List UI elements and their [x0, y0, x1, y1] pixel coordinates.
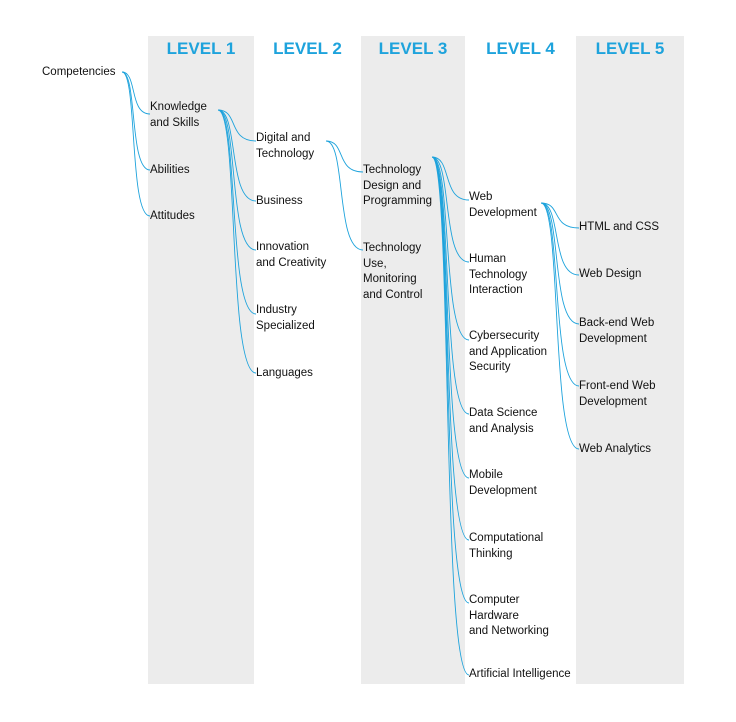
node-l5-html-and-css: HTML and CSS	[579, 221, 660, 233]
connector-design-to-level4-6	[431, 156, 470, 541]
connector-root-to-level1-3	[121, 71, 151, 217]
node-l4-computational-thinking: Computational Thinking	[469, 532, 544, 560]
connector-root-to-level1-1	[121, 71, 151, 115]
node-l5-web-analytics: Web Analytics	[579, 443, 652, 455]
connector-design-to-level4-4	[431, 156, 470, 415]
connector-webdev-to-level5-2	[540, 202, 580, 276]
level-3-band	[361, 36, 465, 684]
node-l4-data-science-and-analysis: Data Science and Analysis	[469, 407, 538, 435]
node-root: Competencies	[42, 66, 116, 78]
node-l4-mobile-development: Mobile Development	[469, 469, 537, 497]
connector-webdev-to-level5-3	[540, 202, 580, 325]
connector-design-to-level4-5	[431, 156, 470, 479]
connector-knowledge-to-level2-4	[217, 109, 257, 315]
node-l3-technology-design-and-programming: Technology Design and Programming	[363, 164, 433, 207]
node-l5-front-end-web-development: Front-end Web Development	[579, 380, 656, 408]
node-l2-digital-and-technology: Digital and Technology	[256, 132, 315, 160]
level-1-band	[148, 36, 254, 684]
node-l4-human-technology-interaction: Human Technology Interaction	[469, 253, 528, 296]
node-l2-innovation-and-creativity: Innovation and Creativity	[256, 241, 327, 269]
node-l4-artificial-intelligence: Artificial Intelligence	[469, 668, 571, 680]
connector-design-to-level4-8	[431, 156, 470, 676]
connector-webdev-to-level5-5	[540, 202, 580, 450]
node-l4-cybersecurity-and-application-security: Cybersecurity and Application Security	[469, 330, 548, 373]
connector-knowledge-to-level2-5	[217, 109, 257, 374]
connector-design-to-level4-7	[431, 156, 470, 604]
connector-root-to-level1-2	[121, 71, 151, 171]
connector-webdev-to-level5-1	[540, 202, 580, 229]
connector-digital-to-level3-2	[325, 140, 364, 251]
connector-knowledge-to-level2-3	[217, 109, 257, 251]
node-l5-web-design: Web Design	[579, 268, 642, 280]
connector-design-to-level4-1	[431, 156, 470, 201]
level-5-header: LEVEL 5	[595, 39, 665, 58]
node-l4-computer-hardware-and-networking: Computer Hardware and Networking	[469, 594, 549, 637]
node-l2-business: Business	[256, 195, 303, 207]
connector-knowledge-to-level2-1	[217, 109, 257, 142]
level-3-header: LEVEL 3	[378, 39, 448, 58]
node-l5-back-end-web-development: Back-end Web Development	[579, 317, 655, 345]
level-2-header: LEVEL 2	[273, 39, 342, 58]
node-l1-abilities: Abilities	[150, 164, 190, 176]
node-l4-web-development: Web Development	[469, 191, 537, 219]
level-5-band	[576, 36, 684, 684]
node-l1-attitudes: Attitudes	[150, 210, 195, 222]
connector-design-to-level4-2	[431, 156, 470, 263]
level-4-header: LEVEL 4	[486, 39, 555, 58]
connector-design-to-level4-3	[431, 156, 470, 341]
node-l3-technology-use-monitoring-and-control: Technology Use, Monitoring and Control	[363, 242, 423, 301]
node-l2-languages: Languages	[256, 367, 313, 379]
level-1-header: LEVEL 1	[166, 39, 236, 58]
connector-webdev-to-level5-4	[540, 202, 580, 387]
node-l2-industry-specialized: Industry Specialized	[256, 304, 315, 332]
connector-digital-to-level3-1	[325, 140, 364, 173]
connector-knowledge-to-level2-2	[217, 109, 257, 202]
node-l1-knowledge-and-skills: Knowledge and Skills	[150, 101, 207, 129]
